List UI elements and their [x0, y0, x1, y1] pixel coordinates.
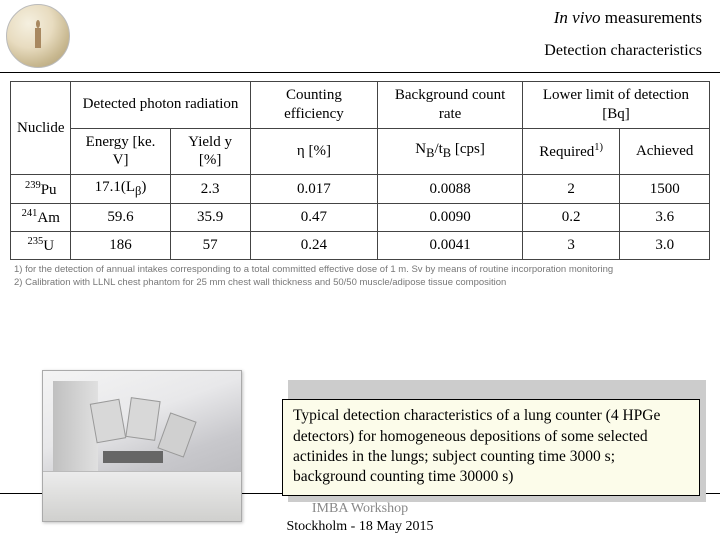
table-row: 239Pu 17.1(Lβ) 2.3 0.017 0.0088 2 1500: [11, 175, 710, 204]
footnotes: 1) for the detection of annual intakes c…: [14, 264, 706, 290]
header-rule: [0, 72, 720, 73]
col-energy: Energy [ke. V]: [71, 128, 170, 175]
title-rest: measurements: [601, 8, 703, 27]
col-background: Background count rate: [378, 82, 523, 129]
cell-energy: 186: [71, 232, 170, 260]
logo-vitruvian: [6, 4, 76, 68]
cell-eta: 0.47: [250, 204, 378, 232]
page-subtitle: Detection characteristics: [76, 42, 702, 60]
cell-yield: 57: [170, 232, 250, 260]
cell-ach: 3.0: [620, 232, 710, 260]
table-header-row-1: Nuclide Detected photon radiation Counti…: [11, 82, 710, 129]
col-nuclide: Nuclide: [11, 82, 71, 175]
col-eta: η [%]: [250, 128, 378, 175]
table-header-row-2: Energy [ke. V] Yield y [%] η [%] NB/tB […: [11, 128, 710, 175]
title-block: In vivo measurements Detection character…: [76, 4, 702, 60]
page-title: In vivo measurements: [76, 8, 702, 28]
cell-ach: 3.6: [620, 204, 710, 232]
detection-table-wrap: Nuclide Detected photon radiation Counti…: [10, 81, 710, 260]
col-lower: Lower limit of detection [Bq]: [522, 82, 709, 129]
footnote-1: 1) for the detection of annual intakes c…: [14, 264, 706, 277]
cell-nb: 0.0088: [378, 175, 523, 204]
table-row: 241Am 59.6 35.9 0.47 0.0090 0.2 3.6: [11, 204, 710, 232]
cell-energy: 59.6: [71, 204, 170, 232]
cell-yield: 2.3: [170, 175, 250, 204]
cell-nuclide: 241Am: [11, 204, 71, 232]
cell-nb: 0.0090: [378, 204, 523, 232]
footnote-2: 2) Calibration with LLNL chest phantom f…: [14, 277, 706, 290]
col-required: Required1): [522, 128, 620, 175]
cell-nb: 0.0041: [378, 232, 523, 260]
cell-ach: 1500: [620, 175, 710, 204]
cell-energy: 17.1(Lβ): [71, 175, 170, 204]
col-detected: Detected photon radiation: [71, 82, 250, 129]
footer-line-2: Stockholm - 18 May 2015: [287, 519, 434, 534]
table-row: 235U 186 57 0.24 0.0041 3 3.0: [11, 232, 710, 260]
cell-yield: 35.9: [170, 204, 250, 232]
cell-nuclide: 235U: [11, 232, 71, 260]
cell-eta: 0.017: [250, 175, 378, 204]
footer-line-1: IMBA Workshop: [312, 501, 408, 516]
cell-req: 2: [522, 175, 620, 204]
col-yield: Yield y [%]: [170, 128, 250, 175]
cell-nuclide: 239Pu: [11, 175, 71, 204]
callout-box: Typical detection characteristics of a l…: [282, 399, 700, 496]
slide-header: In vivo measurements Detection character…: [0, 0, 720, 72]
col-counting: Counting efficiency: [250, 82, 378, 129]
col-achieved: Achieved: [620, 128, 710, 175]
lung-counter-photo: [42, 370, 242, 522]
col-nb: NB/tB [cps]: [378, 128, 523, 175]
cell-eta: 0.24: [250, 232, 378, 260]
bottom-area: IMBA Workshop Stockholm - 18 May 2015 Ty…: [0, 360, 720, 540]
cell-req: 0.2: [522, 204, 620, 232]
cell-req: 3: [522, 232, 620, 260]
detection-table: Nuclide Detected photon radiation Counti…: [10, 81, 710, 260]
title-italic: In vivo: [554, 8, 601, 27]
